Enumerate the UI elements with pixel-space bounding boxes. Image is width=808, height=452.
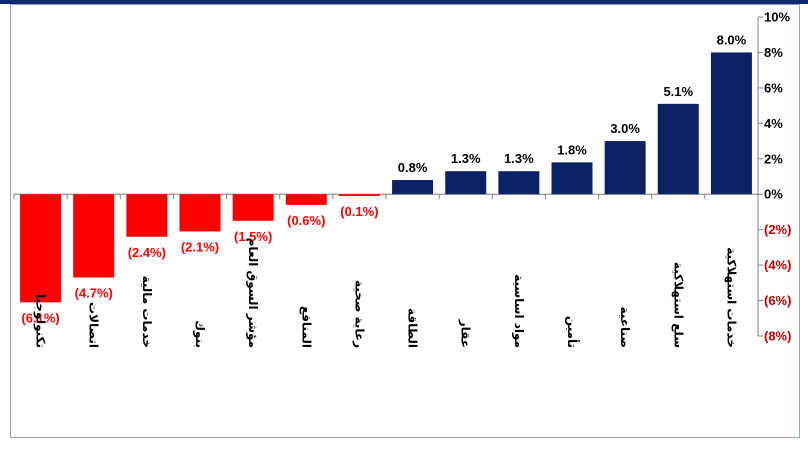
y-tick-label: (2%) [764, 222, 791, 237]
bar [73, 194, 115, 278]
chart-frame [10, 4, 800, 438]
data-label: (2.4%) [128, 245, 166, 260]
y-tick-label: (8%) [764, 329, 791, 344]
data-label: 1.3% [504, 151, 534, 166]
bar [338, 194, 380, 196]
data-label: 3.0% [610, 121, 640, 136]
bar [285, 194, 327, 205]
bar [710, 52, 752, 195]
y-tick-label: (4%) [764, 258, 791, 273]
category-label: مؤشر السوق العام [245, 238, 260, 348]
category-label: صناعية [618, 307, 632, 348]
y-tick-label: 0% [764, 187, 783, 202]
category-label: مواد اساسية [511, 274, 526, 348]
top-accent-bar [0, 0, 808, 4]
category-label: عقار [459, 319, 473, 348]
data-label: 1.8% [557, 142, 587, 157]
category-label: خدمات استهلاكية [724, 247, 738, 348]
category-label: اتصالات [87, 302, 101, 348]
data-label: (0.6%) [287, 213, 325, 228]
y-tick-label: (6%) [764, 293, 791, 308]
y-tick-label: 4% [764, 116, 783, 131]
data-label: 5.1% [663, 84, 693, 99]
bar [179, 194, 221, 232]
y-tick-label: 10% [764, 10, 790, 25]
bar [604, 141, 646, 195]
bar [445, 171, 487, 195]
y-tick-label: 6% [764, 80, 783, 95]
category-label: خدمات مالية [140, 276, 154, 348]
category-label: الطاقة [406, 308, 420, 348]
category-label: تكنولوجيا [33, 294, 48, 348]
category-label: سلع استهلاكية [671, 262, 685, 348]
bar [551, 162, 593, 195]
category-label: رعاية صحية [352, 280, 366, 348]
category-label: المنافع [299, 306, 313, 348]
bar [232, 194, 274, 221]
bar [498, 171, 540, 195]
bar [657, 103, 699, 195]
bar [126, 194, 168, 237]
data-label: 1.3% [451, 151, 481, 166]
bar [392, 180, 434, 195]
data-label: 8.0% [717, 32, 747, 47]
category-label: بنوك [192, 320, 207, 348]
category-label: تأمين [565, 316, 580, 348]
data-label: 0.8% [398, 160, 428, 175]
data-label: (0.1%) [340, 204, 378, 219]
bar [20, 194, 62, 303]
data-label: (6.1%) [21, 310, 59, 325]
data-label: (1.5%) [234, 229, 272, 244]
data-label: (2.1%) [181, 239, 219, 254]
data-label: (4.7%) [75, 286, 113, 301]
y-tick-label: 2% [764, 151, 783, 166]
y-tick-label: 8% [764, 45, 783, 60]
